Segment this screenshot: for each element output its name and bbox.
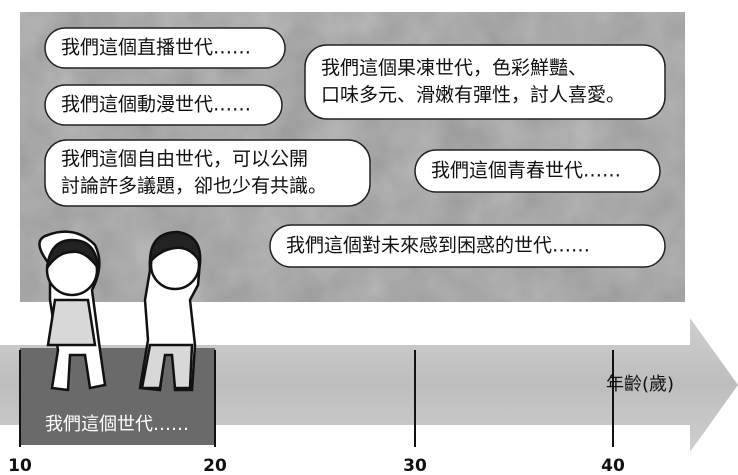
bubble-text: 我們這個直播世代……: [61, 37, 251, 59]
tick-label: 20: [203, 456, 227, 475]
speech-bubble: [414, 149, 661, 193]
bubble-text: 我們這個青春世代……: [431, 160, 621, 182]
speech-bubble: [304, 44, 666, 120]
speech-bubble: [44, 27, 286, 69]
tick-label: 10: [8, 456, 32, 475]
bubble-text: 我們這個對未來感到困惑的世代……: [286, 235, 590, 257]
highlight-label: 我們這個世代……: [45, 414, 189, 435]
tick-label: 30: [403, 456, 427, 475]
children-illustration: [38, 230, 202, 392]
axis-label: 年齡(歲): [606, 374, 674, 395]
speech-bubble: [44, 139, 371, 207]
bubble-text: 口味多元、滑嫩有彈性，討人喜愛。: [321, 84, 625, 106]
bubble-text: 討論許多議題，卻也少有共識。: [61, 175, 327, 197]
bubble-text: 我們這個自由世代，可以公開: [61, 148, 308, 170]
speech-bubble: [269, 224, 666, 268]
bubble-text: 我們這個果凍世代，色彩鮮豔、: [321, 57, 587, 79]
bubble-text: 我們這個動漫世代……: [61, 94, 251, 116]
speech-bubble: [44, 84, 283, 126]
tick-label: 40: [601, 456, 625, 475]
